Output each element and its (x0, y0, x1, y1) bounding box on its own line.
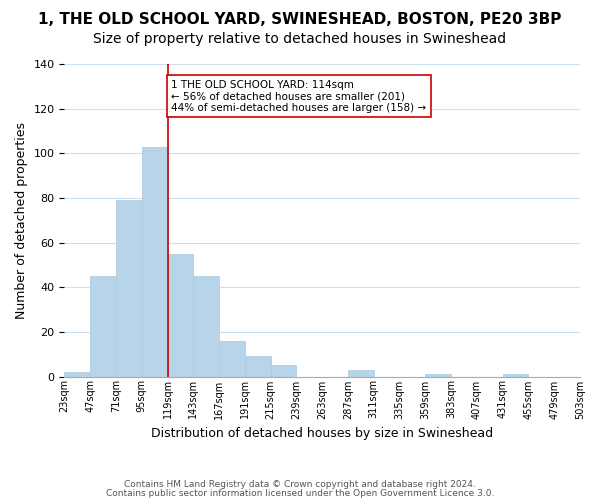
Text: Size of property relative to detached houses in Swineshead: Size of property relative to detached ho… (94, 32, 506, 46)
Text: Contains HM Land Registry data © Crown copyright and database right 2024.: Contains HM Land Registry data © Crown c… (124, 480, 476, 489)
Y-axis label: Number of detached properties: Number of detached properties (15, 122, 28, 319)
Bar (90, 276, 116, 376)
Text: 1, THE OLD SCHOOL YARD, SWINESHEAD, BOSTON, PE20 3BP: 1, THE OLD SCHOOL YARD, SWINESHEAD, BOST… (38, 12, 562, 28)
Bar (116, 200, 142, 376)
Bar (503, 374, 529, 376)
Text: Contains public sector information licensed under the Open Government Licence 3.: Contains public sector information licen… (106, 488, 494, 498)
Bar (64, 372, 90, 376)
Bar (142, 146, 167, 376)
Bar (348, 370, 374, 376)
Bar (219, 341, 245, 376)
Bar (271, 366, 296, 376)
Bar (167, 254, 193, 376)
X-axis label: Distribution of detached houses by size in Swineshead: Distribution of detached houses by size … (151, 427, 493, 440)
Bar (193, 276, 219, 376)
Text: 1 THE OLD SCHOOL YARD: 114sqm
← 56% of detached houses are smaller (201)
44% of : 1 THE OLD SCHOOL YARD: 114sqm ← 56% of d… (172, 80, 427, 113)
Bar (245, 356, 271, 376)
Bar (425, 374, 451, 376)
